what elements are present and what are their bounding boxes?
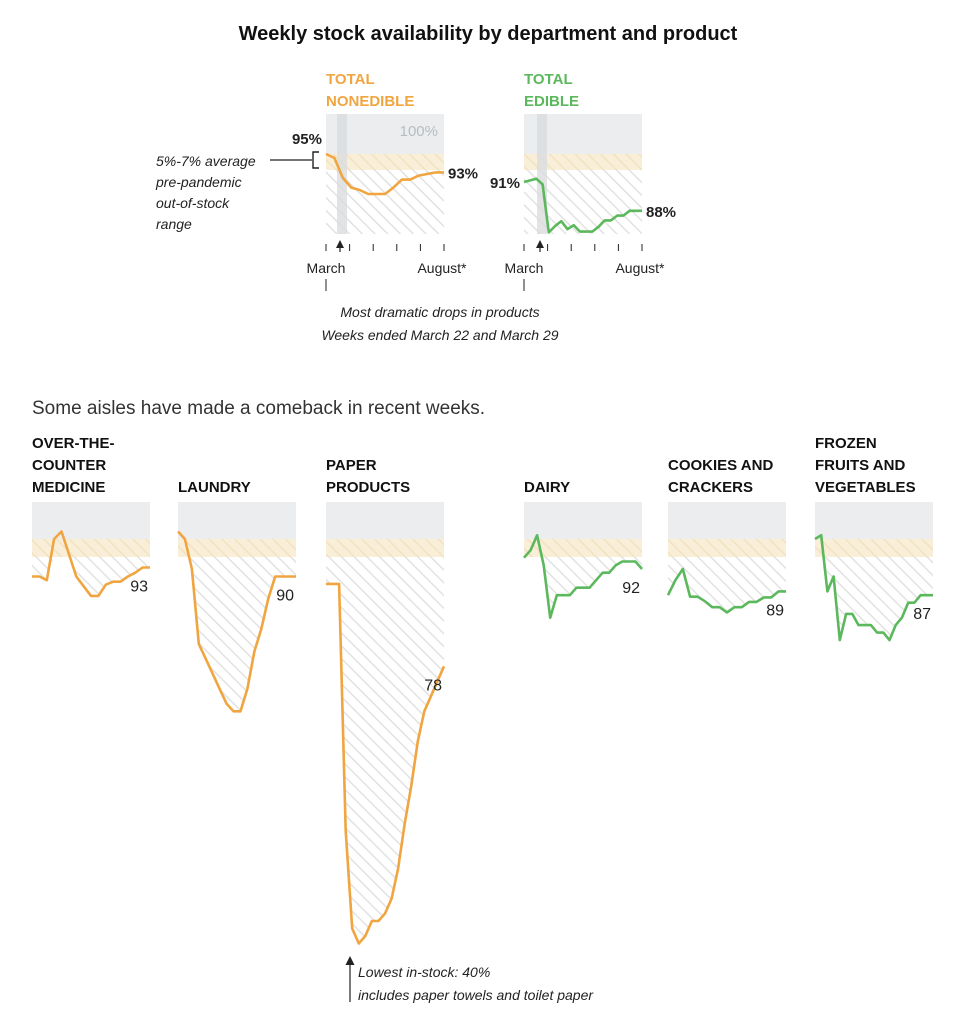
series-line	[523, 177, 642, 234]
pre-pandemic-band	[326, 154, 444, 170]
small-multiple-1: LAUNDRY 90	[177, 479, 296, 713]
small-multiple-4: COOKIES AND CRACKERS 89	[666, 457, 786, 619]
panel-header-line: CRACKERS	[668, 479, 753, 496]
x-tick-label: March	[505, 260, 544, 276]
series-line	[523, 533, 643, 620]
panel-header-line: LAUNDRY	[178, 479, 251, 496]
panel-header-line: FROZEN	[815, 435, 877, 452]
band-note-line-2: pre-pandemic	[155, 174, 242, 190]
drop-note-line-1: Most dramatic drops in products	[340, 304, 539, 320]
above-range-area	[326, 502, 444, 539]
above-range-area	[524, 502, 642, 539]
panel-header-line: TOTAL	[524, 71, 573, 88]
band-note-bracket	[312, 151, 319, 169]
below-range-area	[32, 557, 150, 596]
below-range-area	[178, 557, 296, 712]
lowest-arrowhead	[345, 956, 355, 965]
series-line	[325, 152, 444, 196]
pre-pandemic-band	[524, 154, 642, 170]
chart-subtitle: Some aisles have made a comeback in rece…	[32, 398, 485, 419]
drop-arrowhead	[536, 240, 544, 248]
drop-arrowhead	[336, 240, 344, 248]
small-multiple-3: DAIRY 92	[523, 479, 643, 620]
panel-header-line: VEGETABLES	[815, 479, 916, 496]
panel-header-line: COOKIES AND	[668, 457, 773, 474]
drop-week-highlight	[537, 114, 547, 234]
panel-header-line: TOTAL	[326, 71, 375, 88]
below-range-area	[326, 557, 444, 944]
series-line	[326, 582, 446, 945]
above-range-area	[178, 502, 296, 539]
small-multiple-2: PAPER PRODUCTS 78	[326, 457, 446, 945]
above-range-area	[668, 502, 786, 539]
start-value-label: 95%	[292, 131, 322, 148]
series-line	[814, 533, 933, 642]
pre-pandemic-band	[668, 539, 786, 557]
start-value-label: 91%	[490, 175, 520, 192]
x-tick-label: August*	[417, 260, 467, 276]
end-value-label: 78	[424, 677, 442, 694]
band-note-line-1: 5%-7% average	[156, 153, 256, 169]
band-note-line-4: range	[156, 216, 192, 232]
pre-pandemic-band	[524, 539, 642, 557]
end-value-label: 90	[276, 587, 294, 604]
panel-header-line: EDIBLE	[524, 93, 579, 110]
x-tick-label: August*	[615, 260, 665, 276]
end-value-label: 93	[130, 578, 148, 595]
panel-header-line: COUNTER	[32, 457, 106, 474]
end-value-label: 92	[622, 580, 640, 597]
end-value-label: 93%	[448, 165, 478, 182]
end-value-label: 87	[913, 606, 931, 623]
panel-total-edible: TOTAL EDIBLE 91% 88% March August*	[490, 71, 676, 291]
pre-pandemic-band	[326, 539, 444, 557]
panel-total-nonedible: TOTAL NONEDIBLE 100% 95% 93% March August*	[292, 71, 478, 291]
panel-header-line: PAPER	[326, 457, 377, 474]
drop-annotation: Most dramatic drops in products Weeks en…	[321, 304, 558, 343]
end-value-label: 88%	[646, 204, 676, 221]
above-range-area	[32, 502, 150, 539]
x-tick-label: March	[307, 260, 346, 276]
lowest-note-line-1: Lowest in-stock: 40%	[358, 964, 490, 980]
above-range-area	[815, 502, 933, 539]
end-value-label: 89	[766, 602, 784, 619]
small-multiples: OVER-THE- COUNTER MEDICINE 93 LAUNDRY 90 PAPER…	[32, 435, 933, 945]
small-multiple-5: FROZEN FRUITS AND VEGETABLES 87	[814, 435, 933, 642]
series-line	[177, 530, 296, 713]
lowest-note-line-2: includes paper towels and toilet paper	[358, 987, 594, 1003]
chart-title: Weekly stock availability by department …	[239, 23, 738, 45]
band-annotation: 5%-7% average pre-pandemic out-of-stock …	[155, 151, 319, 232]
drop-note-line-2: Weeks ended March 22 and March 29	[321, 327, 558, 343]
pre-pandemic-band	[32, 539, 150, 557]
panel-header-line: OVER-THE-	[32, 435, 115, 452]
below-range-area	[668, 557, 786, 613]
series-line	[666, 567, 786, 614]
panel-header-line: MEDICINE	[32, 479, 105, 496]
pre-pandemic-band	[815, 539, 933, 557]
series-line	[32, 530, 150, 598]
panel-header-line: DAIRY	[524, 479, 570, 496]
lowest-annotation: Lowest in-stock: 40% includes paper towe…	[345, 956, 594, 1003]
hundred-percent-label: 100%	[400, 123, 438, 140]
band-note-line-3: out-of-stock	[156, 195, 230, 211]
panel-header-line: NONEDIBLE	[326, 93, 414, 110]
pre-pandemic-band	[178, 539, 296, 557]
panel-header-line: FRUITS AND	[815, 457, 905, 474]
small-multiple-0: OVER-THE- COUNTER MEDICINE 93	[32, 435, 150, 598]
panel-header-line: PRODUCTS	[326, 479, 410, 496]
